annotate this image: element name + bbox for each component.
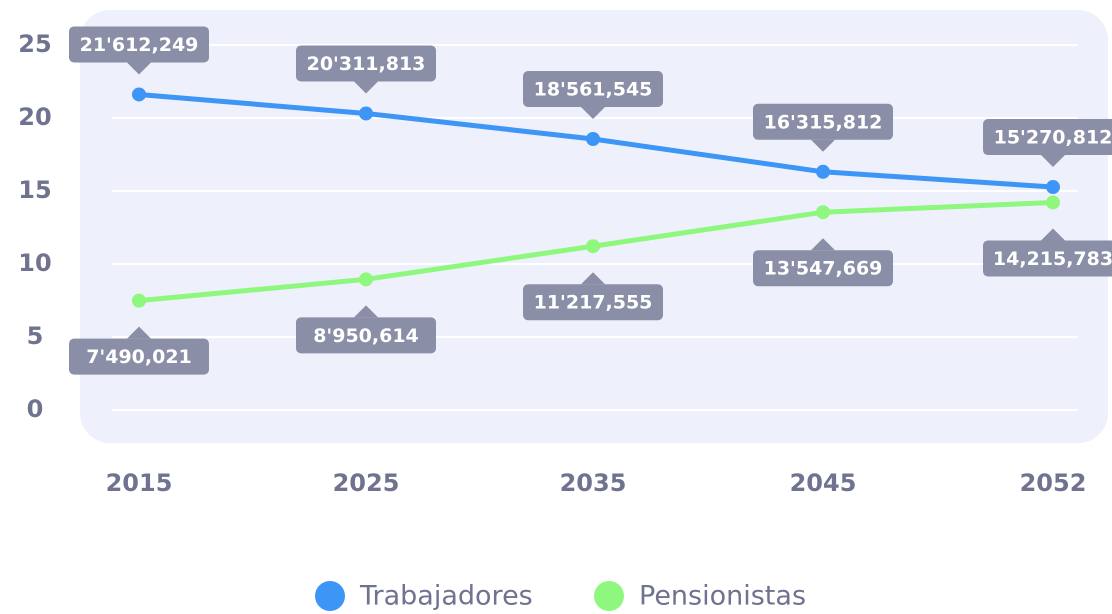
point <box>132 87 146 102</box>
x-tick-label: 2025 <box>333 469 400 497</box>
data-label-pointer <box>581 107 605 120</box>
legend-label: Pensionistas <box>639 581 806 612</box>
data-label-pointer <box>354 81 378 94</box>
legend-swatch <box>594 581 624 611</box>
data-label-pointer <box>581 272 605 285</box>
data-label: 16'315,812 <box>764 111 883 133</box>
y-tick-label: 20 <box>18 103 51 131</box>
data-label: 21'612,249 <box>80 34 199 56</box>
data-label-box <box>523 284 663 321</box>
data-label-pointer <box>127 62 151 75</box>
data-label-pointer <box>354 305 378 318</box>
point <box>586 132 600 147</box>
point <box>816 164 830 179</box>
data-label: 8'950,614 <box>313 325 419 347</box>
x-tick-label: 2045 <box>790 469 857 497</box>
point <box>1046 195 1060 210</box>
data-label: 18'561,545 <box>534 79 653 101</box>
y-tick-label: 10 <box>18 249 51 277</box>
data-label-box <box>753 103 893 140</box>
data-label-box <box>523 71 663 108</box>
data-label-box <box>983 240 1112 277</box>
y-tick-label: 0 <box>27 395 44 423</box>
x-tick-label: 2015 <box>106 469 173 497</box>
data-label: 14,215,783 <box>993 248 1112 270</box>
y-tick-label: 25 <box>18 30 51 58</box>
data-label-pointer <box>1041 155 1065 168</box>
data-label-pointer <box>811 238 835 251</box>
data-label: 20'311,813 <box>307 53 426 75</box>
legend-label: Trabajadores <box>359 581 533 612</box>
data-label-pointer <box>1041 228 1065 241</box>
legend-swatch <box>315 581 345 611</box>
data-label: 13'547,669 <box>764 258 883 280</box>
y-tick-label: 5 <box>27 322 44 350</box>
data-label-box <box>753 250 893 287</box>
point <box>132 293 146 308</box>
point <box>816 205 830 220</box>
data-label: 7'490,021 <box>86 346 192 368</box>
data-label-box <box>296 45 436 82</box>
x-tick-label: 2052 <box>1020 469 1087 497</box>
point <box>586 239 600 254</box>
data-label-box <box>983 119 1112 156</box>
data-label-box <box>69 338 209 375</box>
data-label-box <box>296 317 436 354</box>
y-tick-label: 15 <box>18 176 51 204</box>
data-label: 11'217,555 <box>534 292 653 314</box>
point <box>359 106 373 121</box>
data-label: 15'270,812 <box>994 127 1112 149</box>
data-label-box <box>69 26 209 63</box>
data-label-pointer <box>811 139 835 152</box>
data-label-pointer <box>127 326 151 339</box>
point <box>359 272 373 287</box>
point <box>1046 180 1060 195</box>
x-tick-label: 2035 <box>560 469 627 497</box>
